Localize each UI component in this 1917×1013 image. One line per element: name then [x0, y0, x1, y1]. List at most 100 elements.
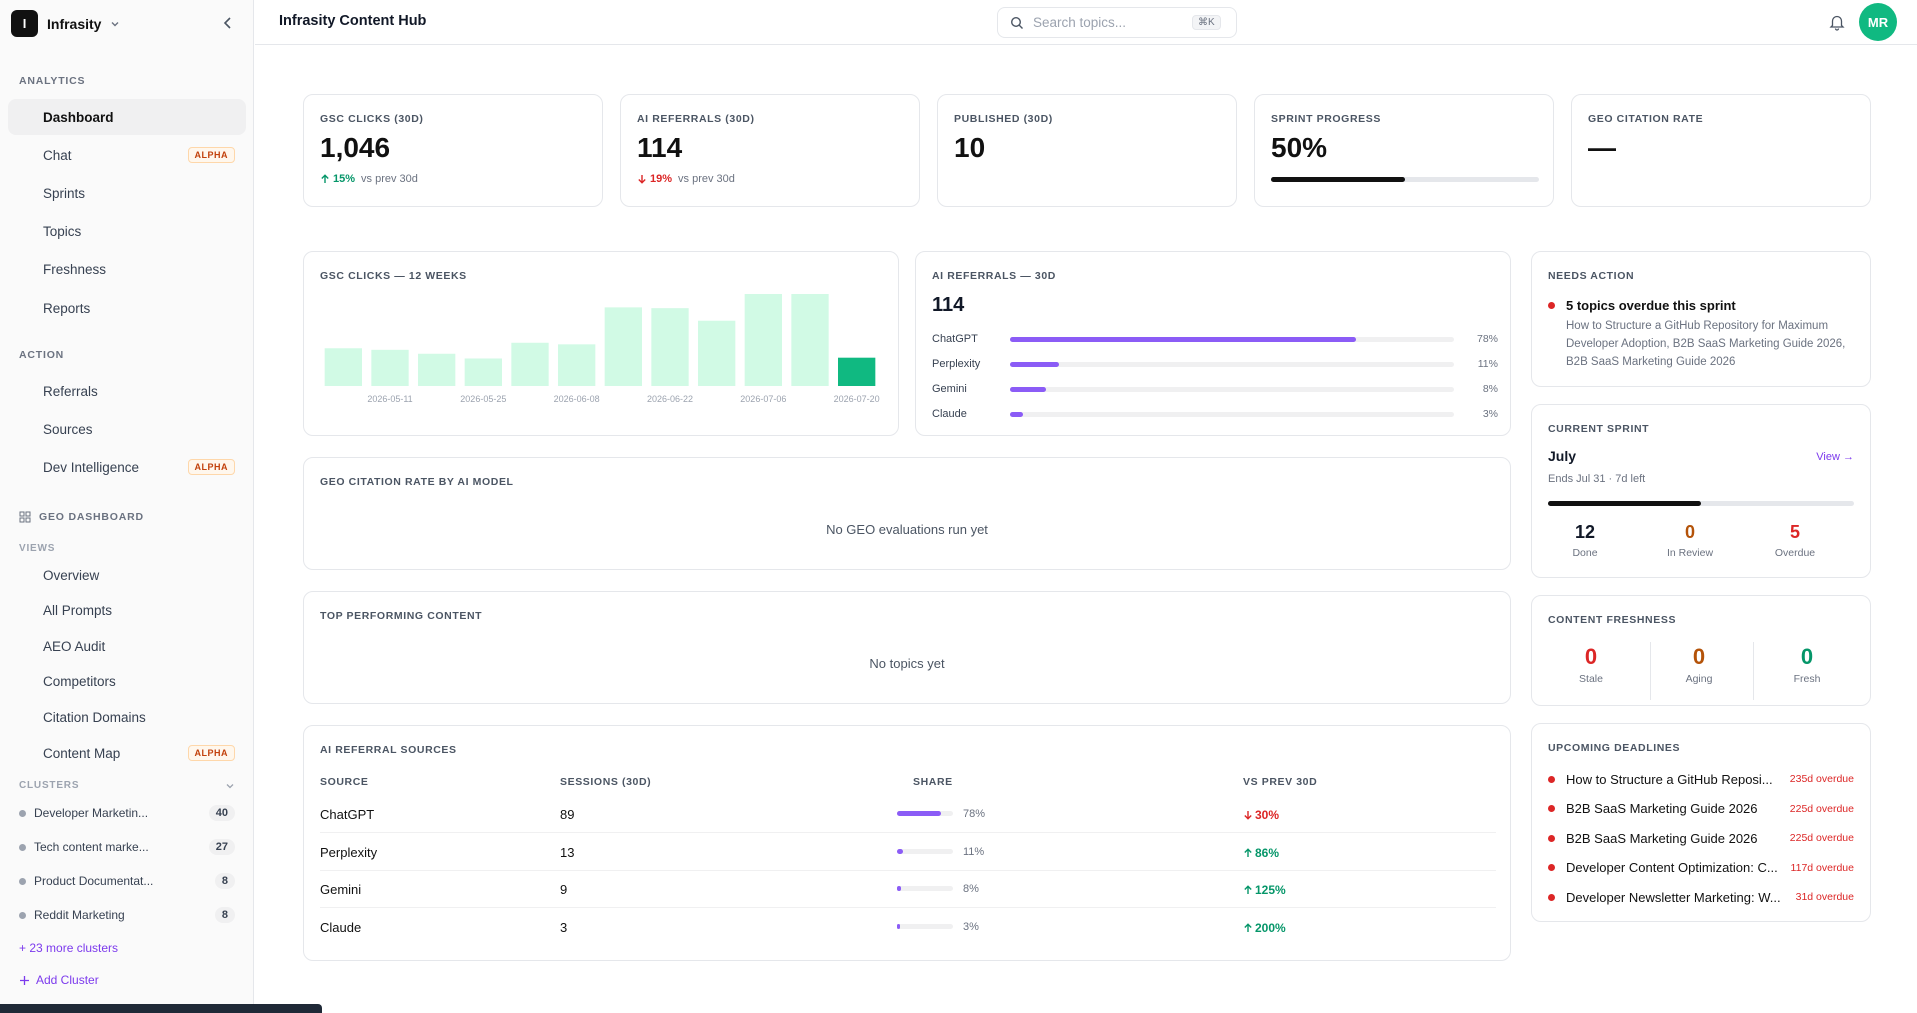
sidebar-item-label: Sprints — [43, 185, 86, 201]
sidebar-item-aeo-audit[interactable]: AEO Audit — [8, 628, 246, 664]
bar-2026-06-01[interactable] — [511, 342, 549, 386]
bar-2026-05-18[interactable] — [418, 353, 456, 386]
sidebar-item-all-prompts[interactable]: All Prompts — [8, 593, 246, 629]
user-avatar[interactable]: MR — [1859, 3, 1897, 41]
sidebar-item-citation-domains[interactable]: Citation Domains — [8, 699, 246, 735]
sessions-cell: 13 — [560, 844, 575, 860]
cluster-item[interactable]: Developer Marketin... 40 — [19, 802, 235, 824]
stat-value: 12 — [1574, 522, 1596, 542]
stat-value: 0 — [1800, 644, 1814, 669]
plus-icon — [20, 975, 29, 985]
alert-dot — [1548, 302, 1555, 309]
kpi-label: PUBLISHED (30D) — [954, 113, 1053, 125]
share-bar-fill — [897, 848, 904, 854]
sidebar-item-label: Overview — [43, 567, 100, 583]
sidebar-item-label: Citation Domains — [43, 709, 146, 725]
sidebar-item-dev-intelligence[interactable]: Dev Intelligence ALPHA — [8, 449, 246, 485]
more-clusters-link[interactable]: + 23 more clusters — [19, 941, 119, 955]
sessions-cell: 3 — [560, 919, 568, 935]
sprint-name: July — [1548, 448, 1577, 464]
sidebar-item-topics[interactable]: Topics — [8, 214, 246, 250]
sprint-stat-done: 12 Done — [1535, 522, 1635, 559]
gsc-clicks-bar-chart: 2026-05-11 2026-05-25 2026-06-08 2026-06-22… — [324, 294, 880, 404]
bar-2026-05-04[interactable] — [324, 348, 362, 386]
cluster-name: Developer Marketin... — [34, 806, 149, 820]
target-icon — [18, 186, 33, 201]
sidebar-item-dashboard[interactable]: Dashboard — [8, 99, 246, 135]
bar-2026-07-13[interactable] — [791, 294, 829, 386]
table-row[interactable]: Claude 3 3% 200% — [320, 909, 1496, 946]
bar-2026-07-20[interactable] — [838, 357, 876, 386]
view-sprint-link[interactable]: View → — [1816, 451, 1854, 463]
kpi-value: — — [1588, 132, 1616, 163]
sidebar-item-content-map[interactable]: Content Map ALPHA — [8, 735, 246, 771]
needs-action-item[interactable]: 5 topics overdue this sprint How to Stru… — [1548, 298, 1848, 371]
bar-2026-05-11[interactable] — [371, 349, 409, 386]
bar-2026-05-25[interactable] — [464, 358, 502, 386]
cluster-item[interactable]: Product Documentat... 8 — [19, 870, 235, 892]
referral-bar-fill — [1010, 336, 1357, 342]
kpi-delta: 19% vs prev 30d — [637, 173, 735, 185]
bar-2026-06-29[interactable] — [698, 320, 736, 386]
clusters-section-label[interactable]: CLUSTERS — [19, 780, 235, 791]
cluster-name: Reddit Marketing — [34, 908, 125, 922]
leaf-icon — [18, 262, 33, 277]
kpi-label: AI REFERRALS (30D) — [637, 113, 755, 125]
kpi-label: SPRINT PROGRESS — [1271, 113, 1381, 125]
search-input[interactable] — [1033, 15, 1183, 30]
referral-row-gemini: Gemini 8% — [932, 382, 1498, 396]
workspace-switcher[interactable]: I Infrasity — [11, 10, 120, 37]
sidebar-item-reports[interactable]: Reports — [8, 290, 246, 326]
bar-2026-07-06[interactable] — [744, 294, 782, 386]
bar-chart-icon — [18, 301, 33, 316]
add-cluster-button[interactable]: Add Cluster — [19, 973, 99, 987]
sidebar-item-overview[interactable]: Overview — [8, 557, 246, 593]
change-value: 86% — [1255, 845, 1280, 860]
divider — [1650, 642, 1651, 700]
bar-2026-06-22[interactable] — [651, 308, 689, 386]
deadline-item[interactable]: Developer Newsletter Marketing: W... 31d … — [1548, 888, 1854, 906]
sidebar-item-competitors[interactable]: Competitors — [8, 664, 246, 700]
table-row[interactable]: ChatGPT 89 78% 30% — [320, 796, 1496, 833]
search-box[interactable]: ⌘K — [997, 7, 1237, 38]
column-header-source: SOURCE — [320, 776, 369, 788]
delta-note: vs prev 30d — [361, 173, 418, 185]
workspace-name: Infrasity — [47, 15, 102, 32]
bell-icon[interactable] — [1828, 13, 1846, 31]
check-square-icon — [18, 639, 33, 654]
sidebar-item-sprints[interactable]: Sprints — [8, 175, 246, 211]
table-row[interactable]: Gemini 9 8% 125% — [320, 871, 1496, 908]
overdue-dot — [1548, 775, 1555, 783]
stat-value: 0 — [1684, 522, 1695, 542]
topbar: Infrasity Content Hub ⌘K MR — [255, 0, 1917, 45]
share-cell: 3% — [963, 920, 979, 933]
table-row[interactable]: Perplexity 13 11% 86% — [320, 834, 1496, 871]
content-freshness-card: CONTENT FRESHNESS 0 Stale 0 Aging 0 Fresh — [1531, 595, 1871, 706]
card-label: UPCOMING DEADLINES — [1548, 742, 1681, 754]
overdue-label: 225d overdue — [1789, 802, 1854, 815]
overdue-label: 31d overdue — [1795, 891, 1854, 903]
target-icon — [18, 674, 33, 689]
deadline-item[interactable]: B2B SaaS Marketing Guide 2026 225d overdu… — [1548, 829, 1854, 847]
bar-chart-icon — [18, 384, 33, 399]
deadline-item[interactable]: Developer Content Optimization: C... 117d… — [1548, 859, 1854, 877]
deadline-item[interactable]: B2B SaaS Marketing Guide 2026 225d overdu… — [1548, 800, 1854, 818]
bar-2026-06-08[interactable] — [558, 344, 596, 386]
bar-2026-06-15[interactable] — [604, 307, 642, 386]
referral-source-name: ChatGPT — [932, 333, 978, 345]
sidebar-item-chat[interactable]: Chat ALPHA — [8, 137, 246, 173]
cluster-item[interactable]: Tech content marke... 27 — [19, 836, 235, 858]
deadline-item[interactable]: How to Structure a GitHub Reposi... 235d … — [1548, 770, 1854, 788]
stat-value: 5 — [1789, 522, 1800, 542]
cluster-item[interactable]: Reddit Marketing 8 — [19, 904, 235, 926]
stat-label: Aging — [1685, 673, 1713, 685]
collapse-sidebar-icon[interactable] — [220, 15, 236, 31]
cluster-count: 27 — [208, 839, 235, 855]
referral-bar-fill — [1010, 361, 1059, 367]
sidebar-item-label: Chat — [43, 147, 72, 163]
sidebar-item-referrals[interactable]: Referrals — [8, 373, 246, 409]
freshness-stat-stale: 0 Stale — [1541, 644, 1641, 685]
needs-action-description: How to Structure a GitHub Repository for… — [1566, 320, 1846, 368]
sidebar-item-sources[interactable]: Sources — [8, 411, 246, 447]
sidebar-item-freshness[interactable]: Freshness — [8, 252, 246, 288]
